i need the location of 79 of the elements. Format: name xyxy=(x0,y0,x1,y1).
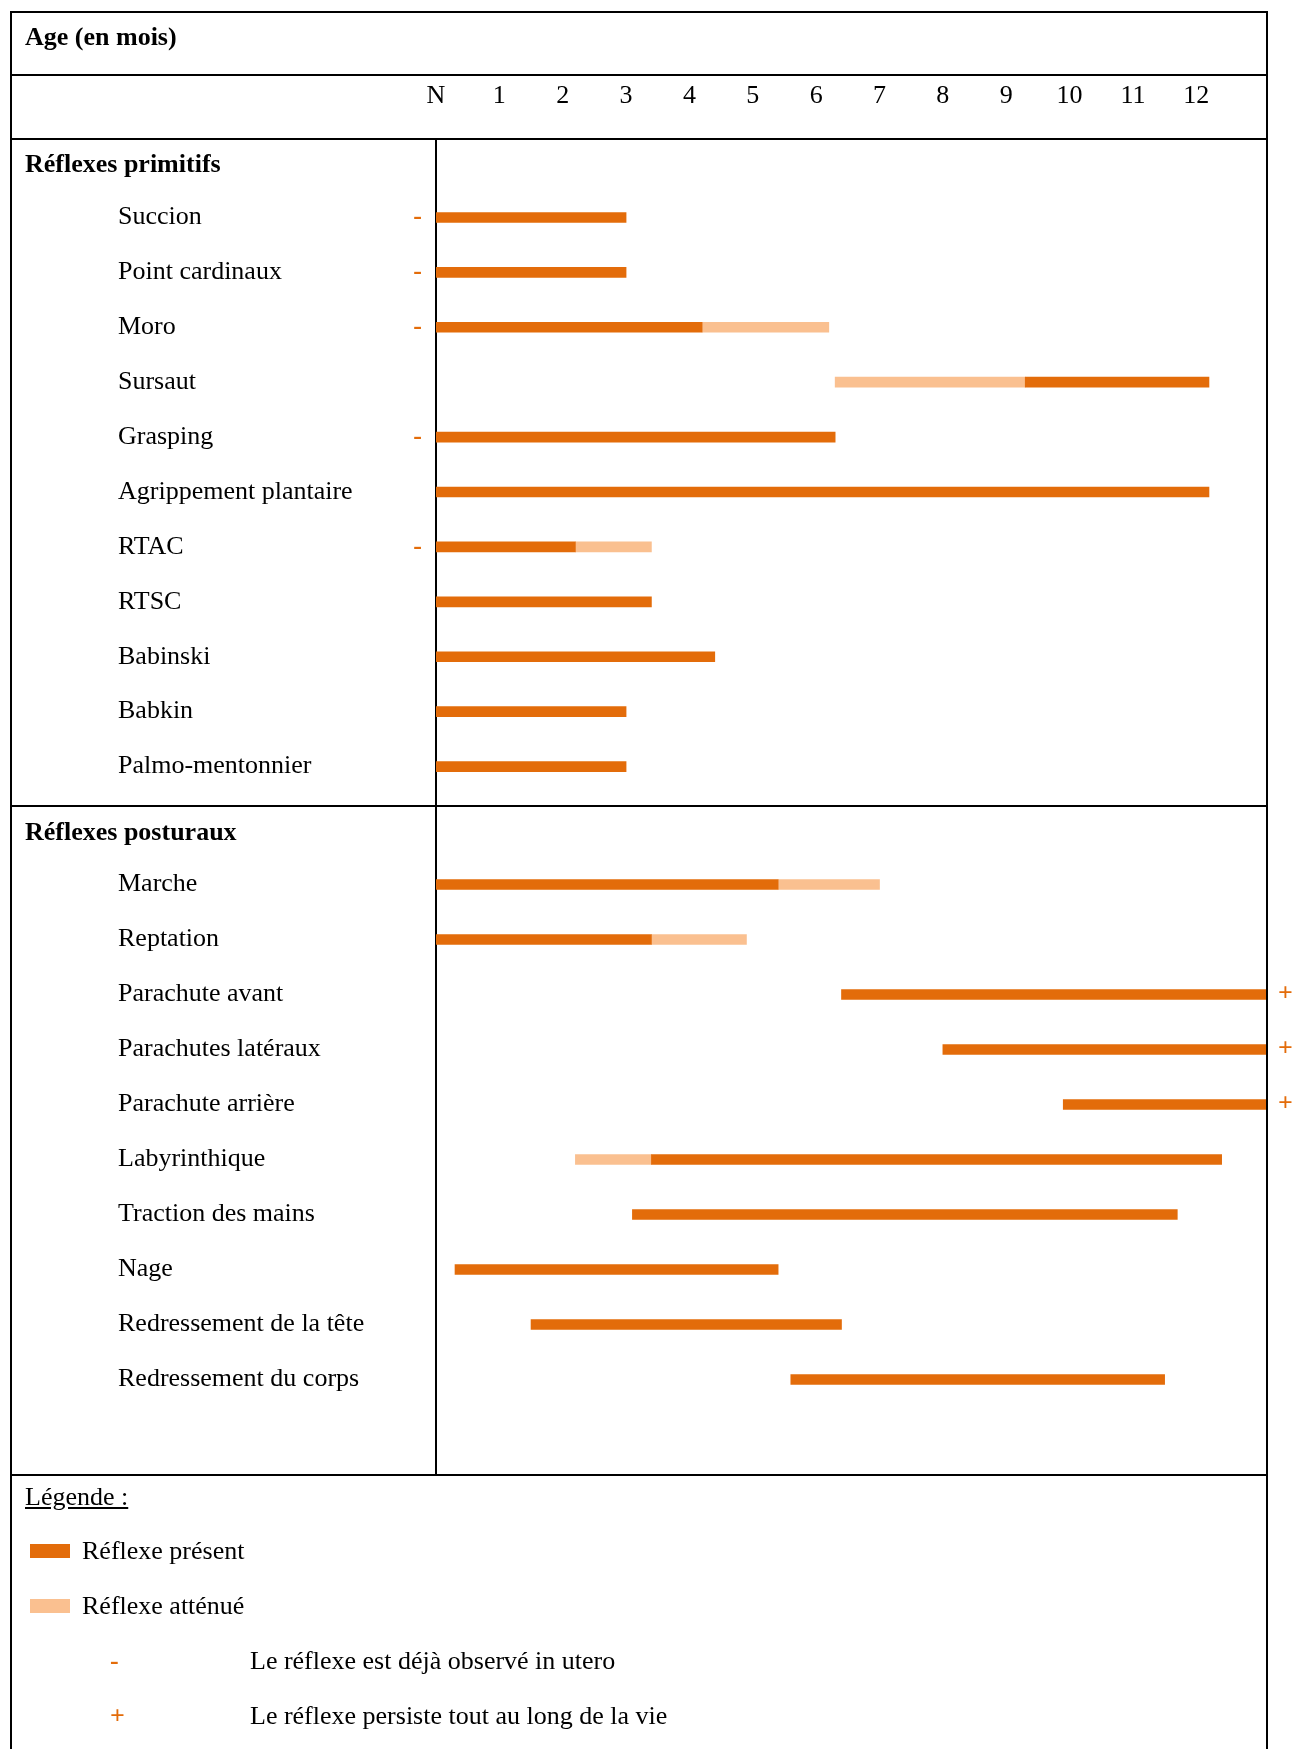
y-tick-label: RTAC xyxy=(118,530,184,560)
bar xyxy=(575,541,652,553)
y-tick-label: Babkin xyxy=(118,695,194,725)
data-label: + xyxy=(1278,978,1293,1008)
bar xyxy=(575,1154,652,1165)
data-label: - xyxy=(413,420,422,450)
bar xyxy=(651,1154,1222,1165)
data-label: - xyxy=(413,256,422,286)
x-tick-label: 4 xyxy=(682,80,696,110)
bar xyxy=(436,486,1210,498)
bar xyxy=(436,934,652,945)
y-tick-label: Grasping xyxy=(118,420,214,450)
text: Réflexes primitifs xyxy=(25,149,221,178)
bar xyxy=(436,879,779,890)
data-label: - xyxy=(413,201,422,231)
x-tick-label: 8 xyxy=(936,80,950,110)
legend-label: Réflexe atténué xyxy=(82,1591,245,1620)
text: Réflexes posturaux xyxy=(25,817,237,846)
y-tick-label: Nage xyxy=(118,1253,173,1283)
x-tick-label: 6 xyxy=(809,80,823,110)
y-tick-label: Marche xyxy=(118,868,198,898)
y-tick-label: Traction des mains xyxy=(118,1198,315,1228)
bar xyxy=(530,1319,842,1330)
text: - xyxy=(110,1645,119,1675)
x-tick-label: 9 xyxy=(999,80,1013,110)
x-tick-label: 7 xyxy=(873,80,887,110)
bar xyxy=(790,1374,1165,1385)
bar xyxy=(436,596,652,608)
x-tick-label: 3 xyxy=(619,80,633,110)
x-tick-label: 2 xyxy=(556,80,570,110)
legend-label: Réflexe présent xyxy=(82,1536,245,1565)
bar xyxy=(436,431,836,443)
bar xyxy=(454,1264,779,1275)
bar xyxy=(1024,376,1210,388)
bar xyxy=(436,267,627,278)
bar xyxy=(632,1209,1178,1220)
x-tick-label: 12 xyxy=(1183,80,1210,110)
bar xyxy=(777,879,880,890)
y-tick-label: RTSC xyxy=(118,585,182,615)
bar xyxy=(1062,1099,1266,1110)
bar xyxy=(651,934,747,945)
bar xyxy=(436,321,703,333)
text: Le réflexe persiste tout au long de la vie xyxy=(250,1700,668,1730)
x-tick-label: 1 xyxy=(492,80,506,110)
bar xyxy=(436,212,627,223)
y-tick-label: Redressement de la tête xyxy=(118,1308,365,1338)
bar xyxy=(436,651,716,663)
bar xyxy=(436,761,627,772)
data-label: - xyxy=(413,530,422,560)
y-tick-label: Reptation xyxy=(118,923,220,953)
y-tick-label: Parachute arrière xyxy=(118,1088,295,1118)
text: Le réflexe est déjà observé in utero xyxy=(250,1645,616,1675)
bar xyxy=(834,376,1026,388)
y-tick-label: Succion xyxy=(118,201,202,231)
x-axis-title: Age (en mois) xyxy=(25,22,177,51)
data-label: - xyxy=(413,310,422,340)
bar xyxy=(436,541,576,553)
bar xyxy=(701,321,830,333)
x-tick-label: 5 xyxy=(746,80,760,110)
bar xyxy=(436,706,627,717)
legend-title: Légende : xyxy=(25,1482,129,1511)
data-label: + xyxy=(1278,1088,1293,1118)
y-tick-label: Babinski xyxy=(118,640,211,670)
y-tick-label: Moro xyxy=(118,311,176,341)
y-tick-label: Parachutes latéraux xyxy=(118,1033,321,1063)
bar xyxy=(942,1044,1266,1055)
bar xyxy=(841,989,1266,1000)
y-tick-label: Parachute avant xyxy=(118,978,285,1008)
y-tick-label: Redressement du corps xyxy=(118,1363,360,1393)
x-tick-label: N xyxy=(426,80,446,110)
y-tick-label: Agrippement plantaire xyxy=(118,475,353,505)
x-tick-label: 11 xyxy=(1120,80,1146,110)
text: + xyxy=(110,1700,125,1730)
data-label: + xyxy=(1278,1033,1293,1063)
y-tick-label: Sursaut xyxy=(118,366,197,396)
y-tick-label: Labyrinthique xyxy=(118,1143,266,1173)
x-tick-label: 10 xyxy=(1056,80,1083,110)
y-tick-label: Palmo-mentonnier xyxy=(118,750,312,780)
y-tick-label: Point cardinaux xyxy=(118,256,282,286)
